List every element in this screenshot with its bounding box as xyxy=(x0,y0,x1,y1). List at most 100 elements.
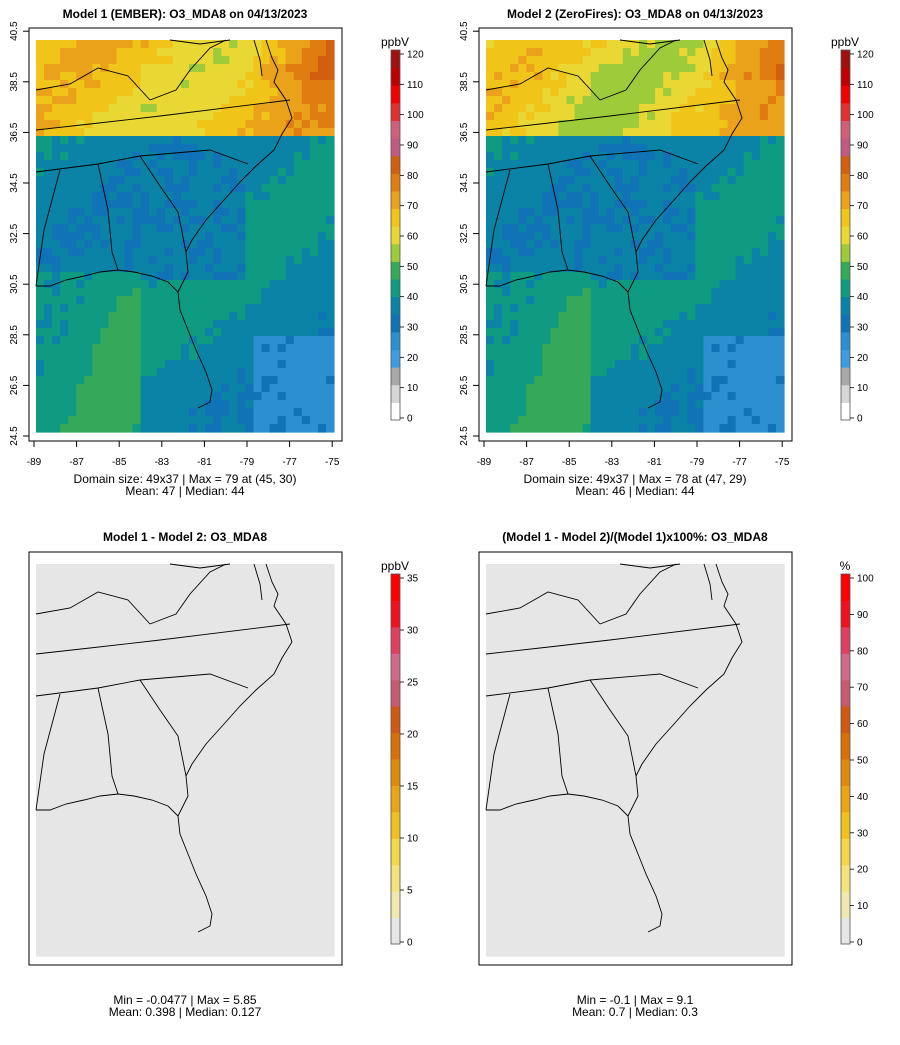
grid-cell xyxy=(132,136,142,145)
grid-cell xyxy=(261,628,271,637)
grid-cell xyxy=(277,288,287,297)
grid-cell xyxy=(205,756,214,765)
grid-cell xyxy=(566,424,576,433)
grid-cell xyxy=(100,72,110,81)
grid-cell xyxy=(518,232,527,241)
grid-cell xyxy=(68,56,77,65)
grid-cell xyxy=(164,336,174,345)
grid-cell xyxy=(205,588,214,597)
grid-cell xyxy=(317,636,327,645)
y-tick-label: 32.5 xyxy=(9,223,20,243)
grid-cell xyxy=(526,304,535,313)
grid-cell xyxy=(518,40,527,49)
grid-cell xyxy=(261,724,271,733)
grid-cell xyxy=(36,692,45,701)
grid-cell xyxy=(261,716,271,725)
grid-cell xyxy=(124,620,134,629)
grid-cell xyxy=(510,376,519,385)
grid-cell xyxy=(132,692,142,701)
grid-cell xyxy=(60,320,69,329)
grid-cell xyxy=(108,756,118,765)
grid-cell xyxy=(269,224,279,233)
grid-cell xyxy=(92,652,102,661)
grid-cell xyxy=(253,668,263,677)
grid-cell xyxy=(253,56,263,65)
grid-cell xyxy=(44,788,53,797)
grid-cell xyxy=(566,296,576,305)
grid-cell xyxy=(502,144,511,153)
grid-cell xyxy=(582,288,592,297)
grid-cell xyxy=(76,280,85,289)
grid-cell xyxy=(735,104,745,113)
grid-cell xyxy=(116,580,126,589)
grid-cell xyxy=(52,48,61,57)
grid-cell xyxy=(36,400,45,409)
grid-cell xyxy=(44,668,53,677)
grid-cell xyxy=(36,724,45,733)
grid-cell xyxy=(253,564,263,573)
grid-cell xyxy=(164,240,174,249)
grid-cell xyxy=(542,320,552,329)
grid-cell xyxy=(124,596,134,605)
grid-cell xyxy=(622,80,632,89)
grid-cell xyxy=(759,120,769,129)
grid-cell xyxy=(317,788,327,797)
grid-cell xyxy=(245,788,255,797)
grid-cell xyxy=(44,256,53,265)
grid-cell xyxy=(269,564,279,573)
grid-cell xyxy=(100,732,110,741)
grid-cell xyxy=(759,64,769,73)
grid-cell xyxy=(671,88,680,97)
grid-cell xyxy=(277,56,287,65)
grid-cell xyxy=(124,256,134,265)
grid-cell xyxy=(253,112,263,121)
grid-cell xyxy=(751,264,761,273)
grid-cell xyxy=(317,668,327,677)
grid-cell xyxy=(92,72,102,81)
grid-cell xyxy=(285,176,295,185)
grid-cell xyxy=(639,352,648,361)
grid-cell xyxy=(92,804,102,813)
grid-cell xyxy=(309,352,319,361)
grid-cell xyxy=(164,304,174,313)
grid-cell xyxy=(309,384,319,393)
grid-cell xyxy=(92,408,102,417)
grid-cell xyxy=(229,628,238,637)
grid-cell xyxy=(229,72,238,81)
grid-cell xyxy=(100,352,110,361)
grid-cell xyxy=(172,152,182,161)
grid-cell xyxy=(261,684,271,693)
grid-cell xyxy=(727,64,737,73)
grid-cell xyxy=(639,336,648,345)
grid-cell xyxy=(237,684,246,693)
grid-cell xyxy=(197,732,206,741)
grid-cell xyxy=(132,80,142,89)
grid-cell xyxy=(269,120,279,129)
grid-cell xyxy=(703,192,713,201)
grid-cell xyxy=(727,192,737,201)
grid-cell xyxy=(132,104,142,113)
grid-cell xyxy=(751,208,761,217)
grid-cell xyxy=(60,88,69,97)
grid-cell xyxy=(213,216,222,225)
grid-cell xyxy=(622,304,632,313)
colorbar-segment xyxy=(841,279,850,298)
grid-cell xyxy=(172,128,182,137)
boundary-line xyxy=(177,39,293,409)
grid-cell xyxy=(622,88,632,97)
grid-cell xyxy=(197,564,206,573)
grid-cell xyxy=(180,416,190,425)
grid-cell xyxy=(261,288,271,297)
grid-cell xyxy=(44,644,53,653)
grid-cell xyxy=(269,40,279,49)
grid-cell xyxy=(229,644,238,653)
grid-cell xyxy=(245,660,255,669)
grid-cell xyxy=(679,408,688,417)
grid-cell xyxy=(655,160,664,169)
grid-cell xyxy=(317,88,327,97)
grid-cell xyxy=(767,320,777,329)
grid-cell xyxy=(606,200,616,209)
grid-cell xyxy=(76,376,85,385)
grid-cell xyxy=(550,272,560,281)
grid-cell xyxy=(663,208,672,217)
